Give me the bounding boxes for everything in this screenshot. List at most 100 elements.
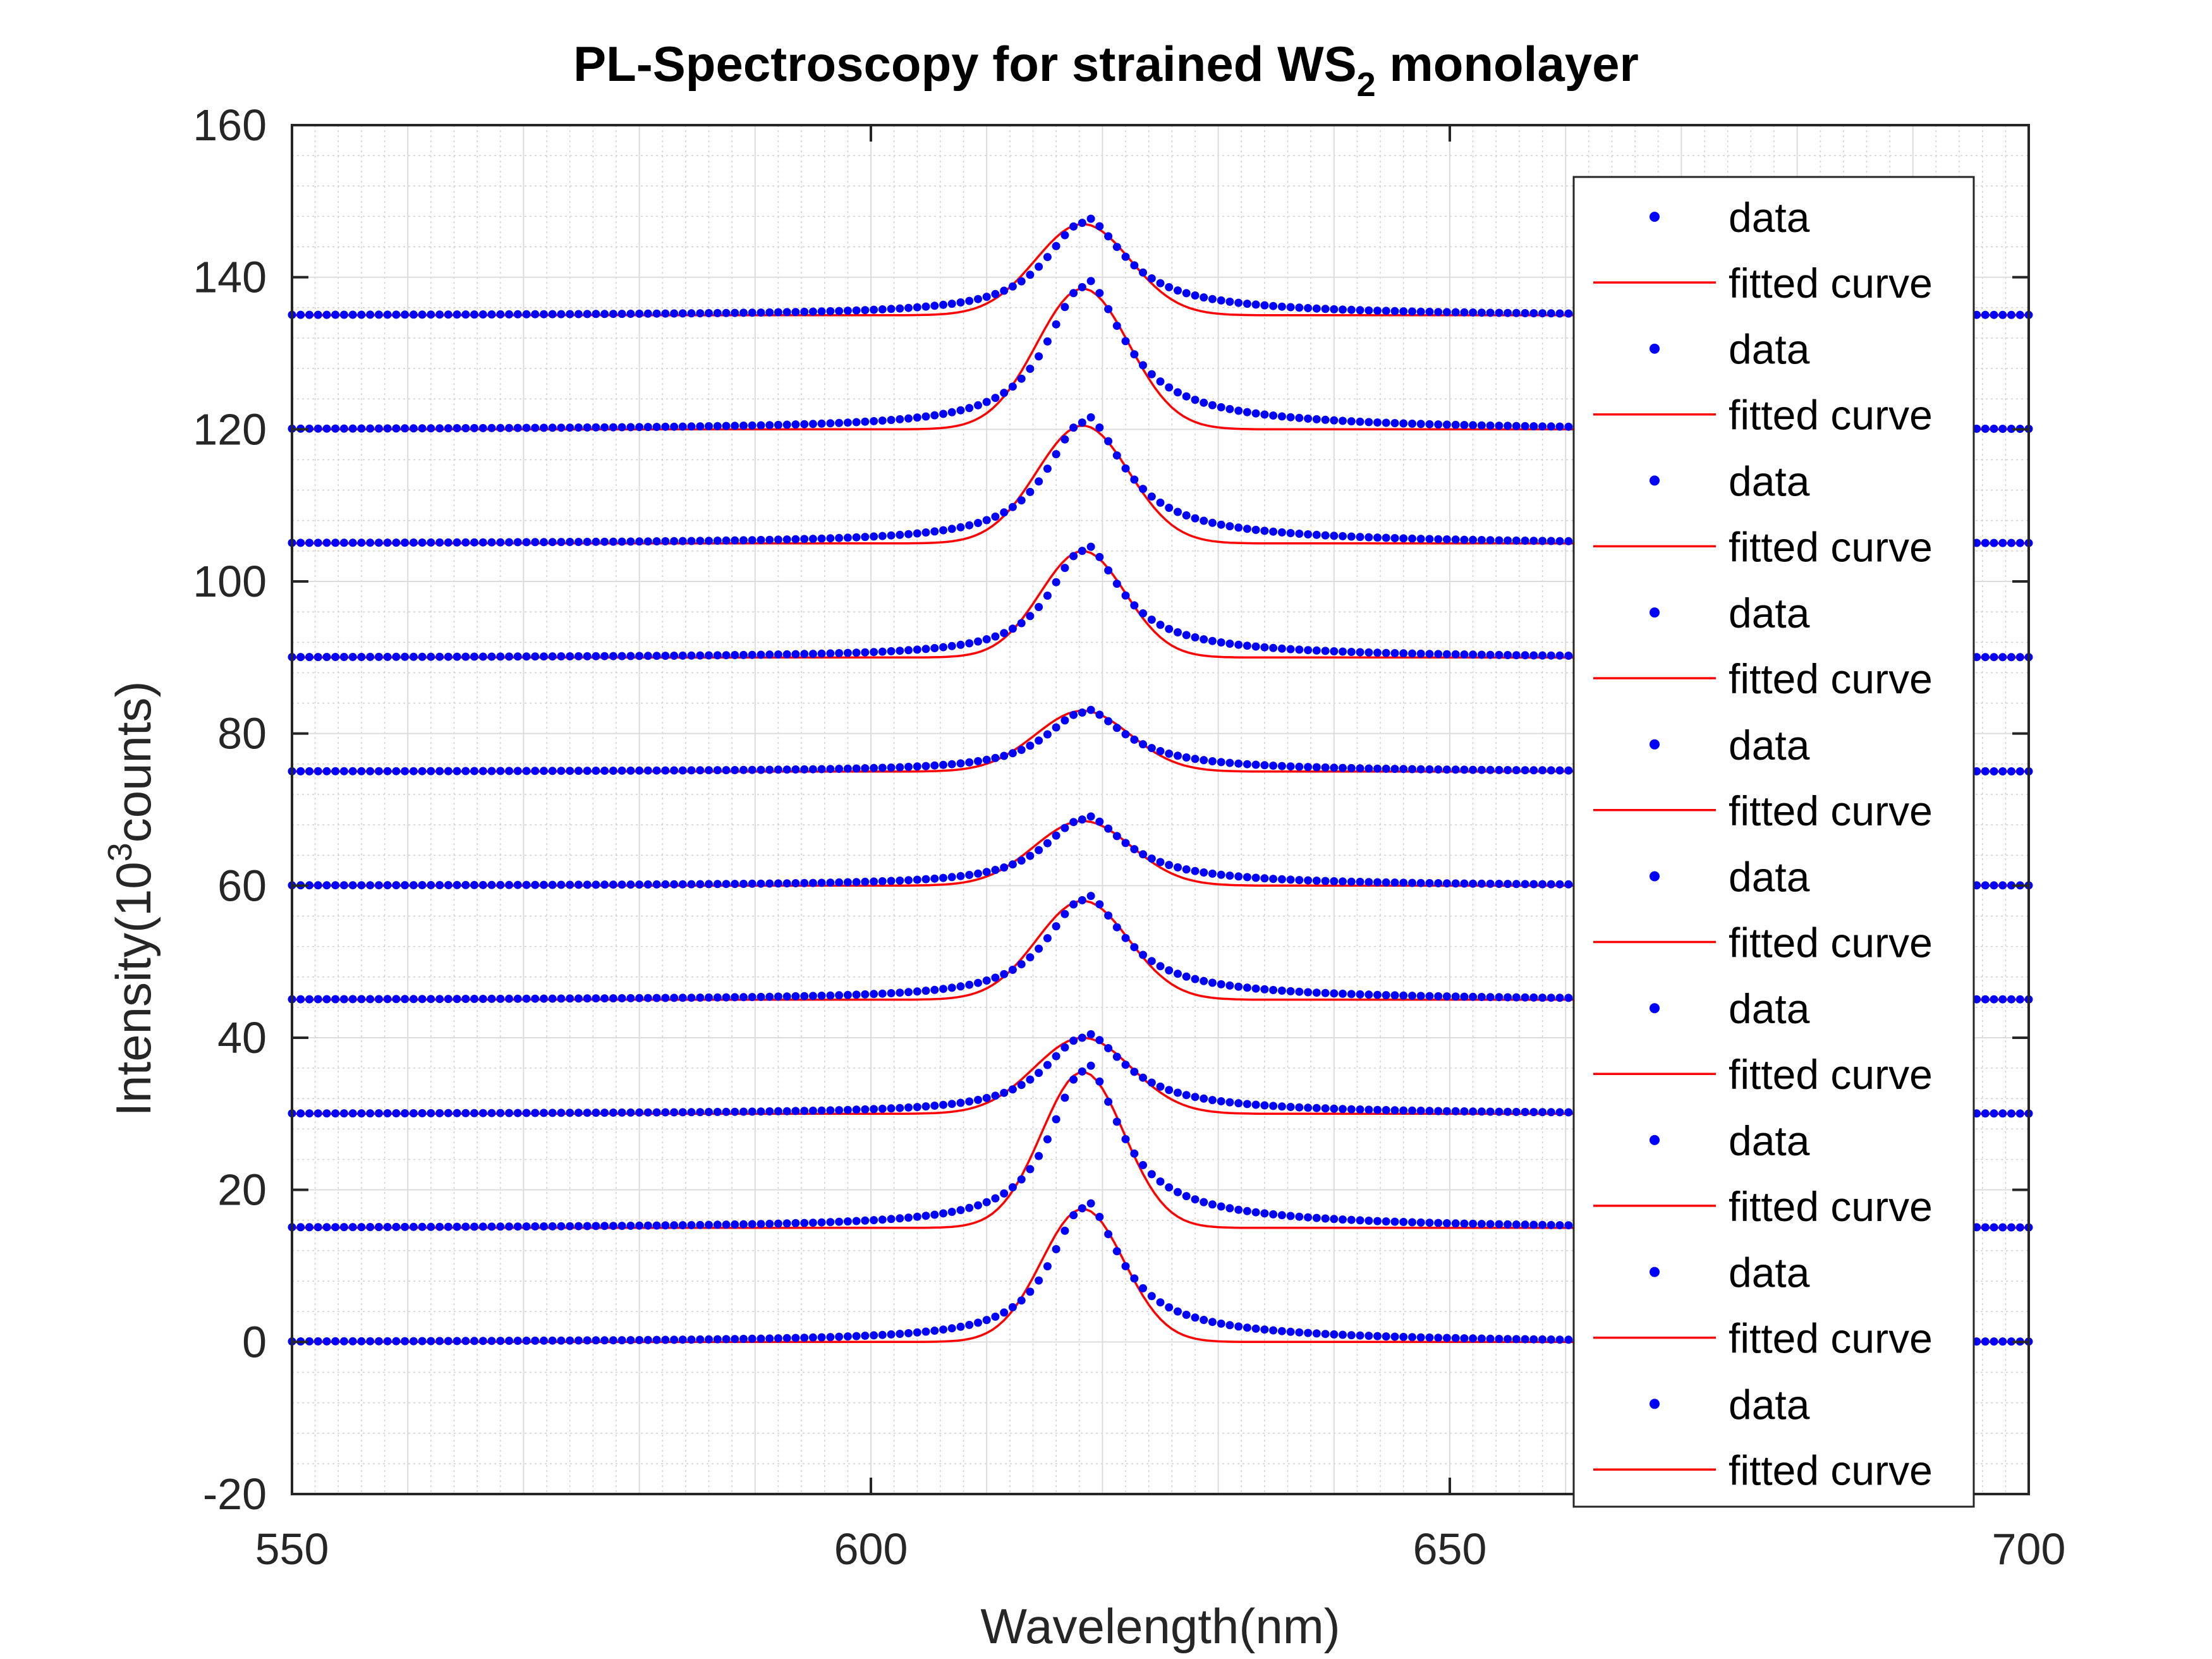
y-tick-label: 20 [217, 1165, 267, 1215]
data-point [1165, 1086, 1174, 1095]
data-point [305, 653, 313, 662]
data-point [366, 1223, 375, 1231]
legend-label: data [1729, 326, 1810, 373]
data-point [348, 1337, 357, 1346]
data-point [1451, 879, 1460, 888]
data-point [774, 420, 782, 429]
data-point [1208, 757, 1217, 765]
data-point [1295, 645, 1304, 654]
data-point [921, 302, 930, 311]
data-point [1512, 880, 1521, 889]
data-point [557, 310, 566, 319]
data-point [1182, 865, 1191, 874]
legend-label: data [1729, 985, 1810, 1032]
data-point [1208, 1318, 1217, 1327]
data-point [1408, 307, 1416, 316]
data-point [1243, 760, 1251, 769]
data-point [409, 1337, 418, 1346]
data-point [861, 1332, 870, 1340]
data-point [531, 1222, 540, 1231]
data-point [705, 1335, 713, 1344]
data-point [453, 1337, 461, 1346]
data-point [348, 653, 357, 661]
data-point [1321, 647, 1330, 655]
data-point [930, 1210, 939, 1219]
data-point [461, 652, 470, 661]
data-point [1416, 420, 1425, 428]
data-point [1451, 535, 1460, 544]
data-point [1269, 875, 1278, 884]
data-point [1121, 1060, 1130, 1069]
data-point [748, 650, 757, 659]
data-point [782, 765, 791, 774]
data-point [896, 415, 904, 423]
data-point [522, 1109, 531, 1117]
data-point [635, 880, 644, 889]
data-point [1990, 767, 1998, 775]
data-point [453, 1222, 461, 1231]
data-point [1538, 1108, 1547, 1117]
data-point [1269, 411, 1278, 420]
data-point [583, 1336, 592, 1345]
data-point [592, 310, 600, 319]
data-point [435, 1337, 444, 1346]
data-point [835, 533, 844, 542]
data-point [366, 881, 375, 890]
y-tick-label: 120 [193, 404, 267, 454]
data-point [1095, 710, 1104, 719]
data-point [1425, 420, 1434, 428]
data-point [696, 309, 705, 318]
data-point [1564, 309, 1573, 318]
data-point [574, 1222, 583, 1231]
data-point [826, 649, 835, 658]
data-point [1304, 988, 1313, 997]
data-point [687, 880, 696, 889]
data-point [1998, 425, 2007, 433]
data-point [982, 1093, 991, 1102]
data-point [1026, 1075, 1035, 1084]
data-point [1260, 643, 1269, 652]
data-point [878, 647, 887, 656]
x-tick-label: 600 [834, 1524, 908, 1574]
data-point [661, 422, 670, 431]
data-point [592, 423, 600, 432]
data-point [1425, 992, 1434, 1000]
data-point [982, 635, 991, 643]
data-point [1529, 651, 1538, 660]
data-point [531, 652, 540, 661]
data-point [774, 879, 782, 888]
data-point [843, 533, 852, 542]
data-point [705, 537, 713, 545]
data-point [427, 652, 435, 661]
data-point [531, 767, 540, 775]
data-point [1416, 307, 1425, 316]
data-point [722, 1335, 731, 1344]
data-point [1243, 873, 1251, 882]
data-point [652, 766, 661, 775]
x-tick-label: 650 [1413, 1524, 1487, 1574]
data-point [930, 411, 939, 420]
data-point [1339, 989, 1347, 998]
data-point [1347, 305, 1356, 314]
data-point [1139, 951, 1147, 959]
data-point [1416, 1218, 1425, 1227]
data-point [1408, 1333, 1416, 1342]
data-point [713, 1220, 722, 1229]
data-point [1017, 1296, 1026, 1305]
data-point [1529, 880, 1538, 889]
data-point [557, 880, 566, 889]
y-tick-label: 40 [217, 1013, 267, 1062]
data-point [748, 879, 757, 888]
data-point [626, 310, 635, 318]
data-point [921, 987, 930, 995]
data-point [1182, 753, 1191, 762]
data-point [1998, 1337, 2007, 1346]
data-point [1200, 1094, 1208, 1103]
data-point [870, 532, 878, 541]
data-point [800, 765, 809, 774]
data-point [1121, 591, 1130, 600]
data-point [1564, 766, 1573, 775]
data-point [1460, 1219, 1469, 1228]
data-point [1998, 881, 2007, 890]
data-point [1529, 537, 1538, 545]
